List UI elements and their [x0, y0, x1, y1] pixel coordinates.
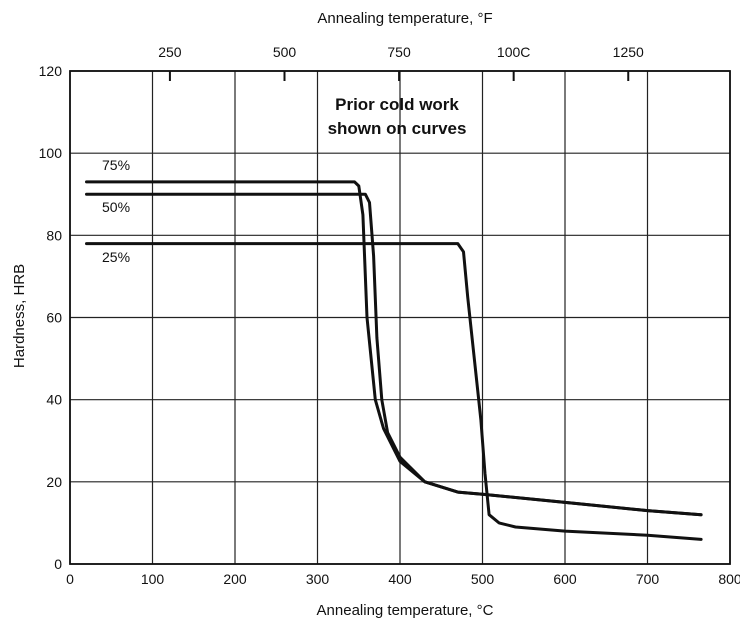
top-tick-label: 1250 [613, 44, 644, 60]
x-tick-label: 800 [718, 571, 740, 587]
x-tick-label: 600 [553, 571, 577, 587]
x-tick-label: 200 [223, 571, 247, 587]
top-tick-label: 100C [497, 44, 530, 60]
top-tick-label: 500 [273, 44, 297, 60]
y-tick-label: 100 [39, 145, 63, 161]
top-tick-label: 750 [387, 44, 411, 60]
y-tick-label: 80 [46, 227, 62, 243]
grid [69, 70, 731, 565]
y-axis-title: Hardness, HRB [11, 264, 28, 368]
x-tick-label: 400 [388, 571, 412, 587]
x-axis-title: Annealing temperature, °C [317, 602, 494, 619]
x-tick-label: 700 [636, 571, 660, 587]
x-tick-label: 500 [471, 571, 495, 587]
x-tick-label: 0 [66, 571, 74, 587]
top-axis-title: Annealing temperature, °F [317, 10, 492, 27]
series-label-25pct: 25% [102, 249, 130, 265]
y-tick-label: 60 [46, 310, 62, 326]
curve-25pct [85, 242, 703, 541]
y-tick-label: 0 [54, 556, 62, 572]
annotation-line-2: shown on curves [328, 119, 467, 138]
x-axis-ticks: 0 100 200 300 400 500 600 700 800 [66, 571, 740, 587]
curve-75pct [85, 180, 703, 517]
series-labels: 75% 50% 25% [102, 157, 130, 265]
y-tick-label: 120 [39, 63, 63, 79]
series-label-50pct: 50% [102, 199, 130, 215]
top-axis-ticks: 250 500 750 100C 1250 [158, 44, 644, 81]
y-tick-label: 20 [46, 474, 62, 490]
top-tick-label: 250 [158, 44, 182, 60]
annotation-line-1: Prior cold work [335, 95, 459, 114]
x-tick-label: 100 [141, 571, 165, 587]
y-tick-label: 40 [46, 392, 62, 408]
curve-50pct [85, 192, 703, 517]
y-axis-ticks: 0 20 40 60 80 100 120 [39, 63, 63, 572]
x-tick-label: 300 [306, 571, 330, 587]
curves [85, 180, 703, 541]
series-label-75pct: 75% [102, 157, 130, 173]
